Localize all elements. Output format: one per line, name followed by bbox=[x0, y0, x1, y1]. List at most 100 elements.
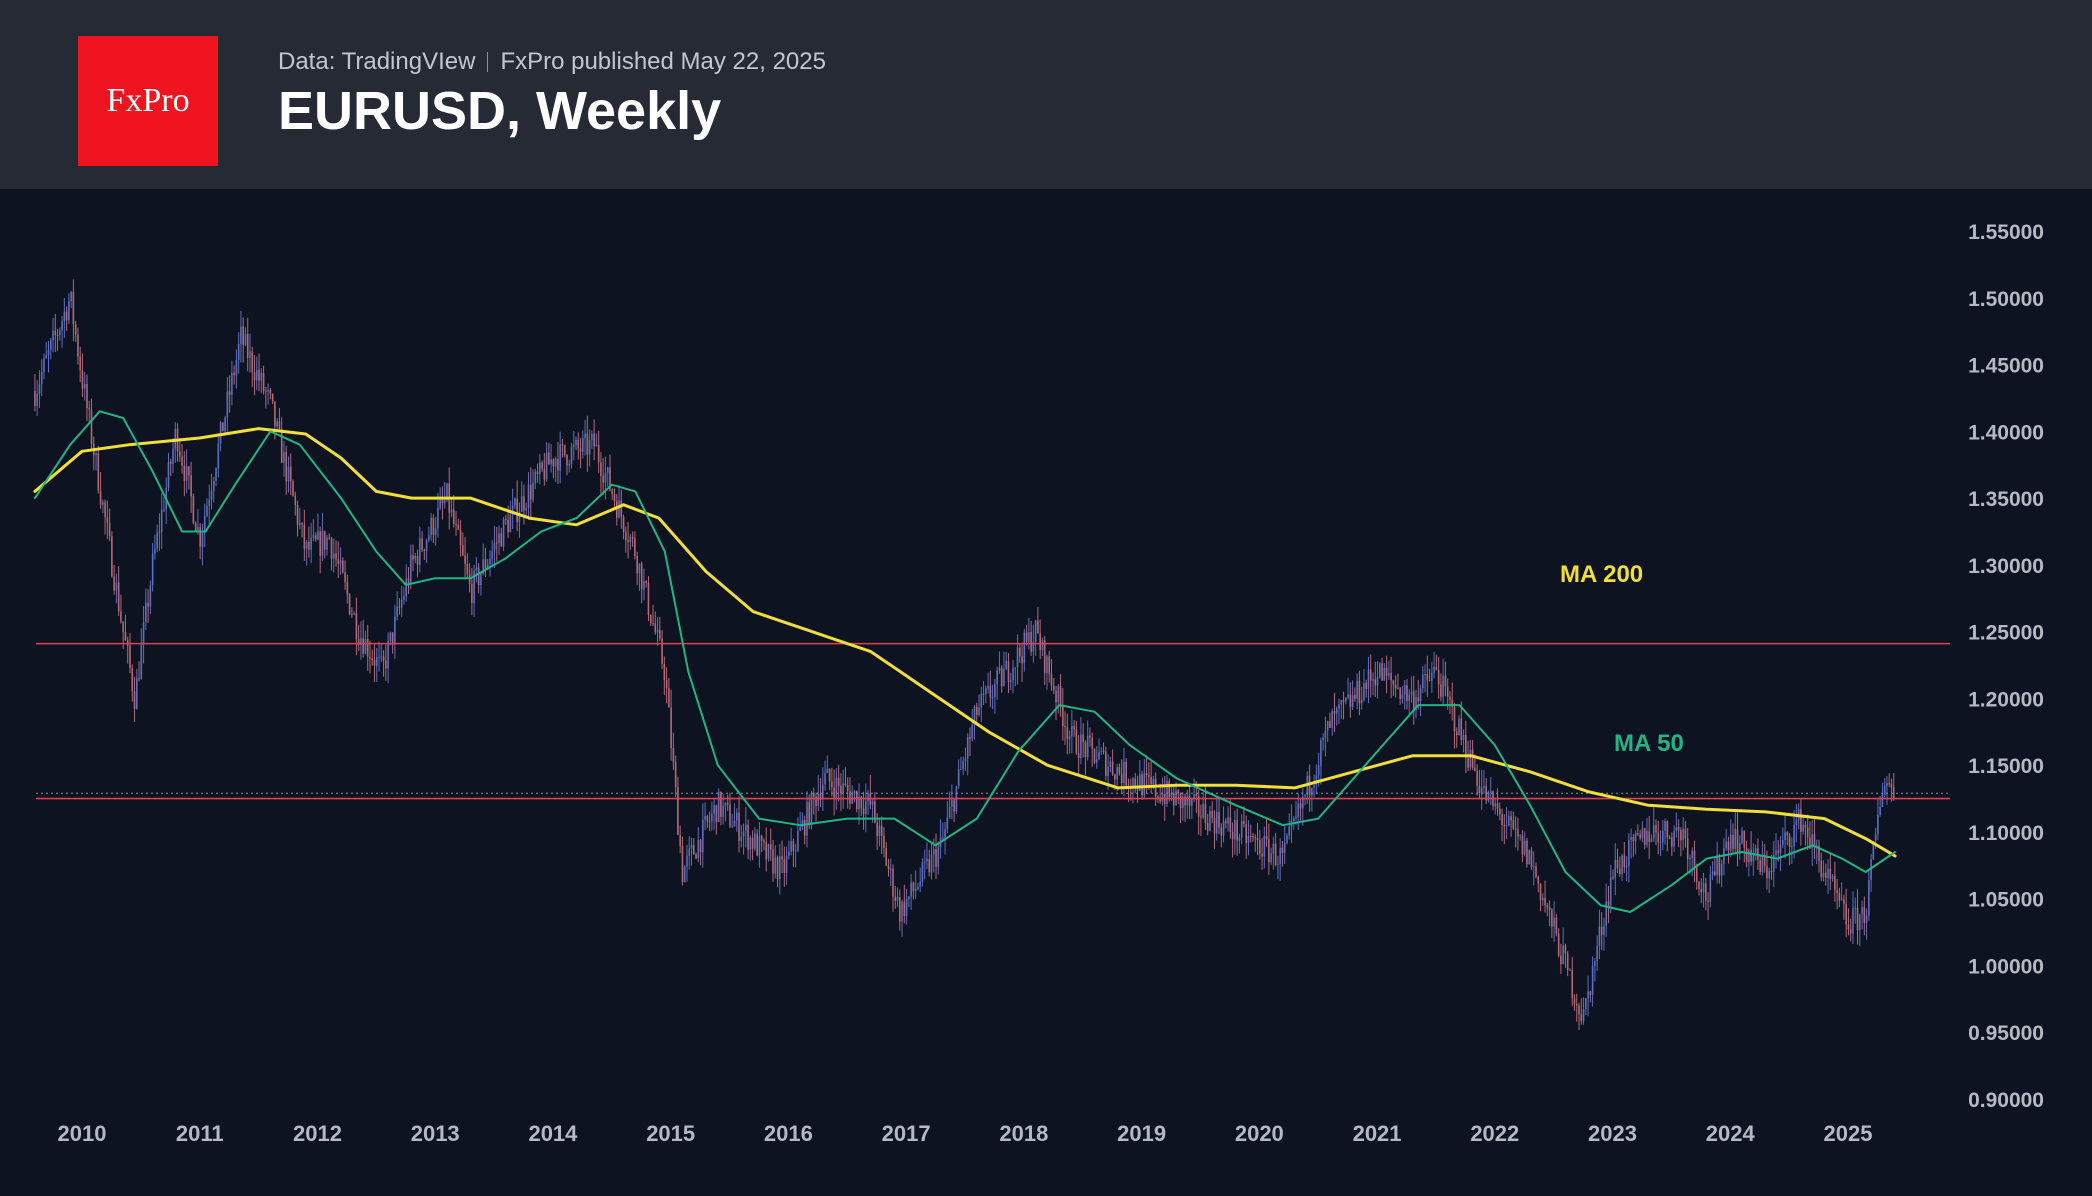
candle-body bbox=[1408, 694, 1411, 701]
candle-body bbox=[190, 475, 192, 497]
candle-body bbox=[1698, 881, 1700, 890]
candle-body bbox=[865, 801, 867, 815]
candle-body bbox=[1829, 868, 1832, 879]
candle-body bbox=[1605, 901, 1607, 926]
candle-body bbox=[595, 444, 598, 447]
candle-body bbox=[1632, 837, 1635, 842]
candle-body bbox=[1766, 865, 1768, 879]
candle-body bbox=[1512, 820, 1515, 829]
candle-body bbox=[568, 463, 571, 466]
candle-body bbox=[971, 724, 974, 739]
candle-body bbox=[34, 391, 36, 406]
candle-body bbox=[835, 777, 838, 799]
candle-body bbox=[360, 638, 362, 645]
candle-body bbox=[425, 540, 428, 552]
candle-body bbox=[880, 825, 883, 836]
candle-body bbox=[1849, 929, 1852, 934]
candle-body bbox=[529, 484, 532, 500]
candle-body bbox=[702, 819, 704, 853]
candle-body bbox=[1025, 632, 1028, 642]
y-tick-label: 1.55000 bbox=[1968, 221, 2044, 244]
candle-body bbox=[1600, 926, 1603, 935]
candle-body bbox=[477, 567, 480, 586]
candle-body bbox=[455, 524, 457, 526]
candle-body bbox=[1745, 847, 1748, 862]
candle-body bbox=[1369, 669, 1372, 681]
candle-body bbox=[951, 800, 953, 807]
candle-body bbox=[489, 558, 491, 565]
candle-body bbox=[1390, 673, 1392, 681]
candle-body bbox=[1068, 736, 1071, 740]
candle-body bbox=[366, 638, 369, 657]
candle-body bbox=[269, 390, 272, 394]
candle-body bbox=[1302, 796, 1304, 809]
candle-body bbox=[1093, 748, 1096, 763]
candle-body bbox=[1188, 795, 1191, 806]
candle-body bbox=[674, 762, 677, 788]
candle-body bbox=[1437, 669, 1440, 685]
candle-body bbox=[1623, 855, 1626, 868]
x-tick-label: 2016 bbox=[764, 1121, 813, 1146]
candle-body bbox=[1005, 661, 1008, 670]
candle-body bbox=[1671, 837, 1673, 847]
ma50-line bbox=[33, 410, 1897, 913]
candle-body bbox=[289, 466, 292, 482]
candle-body bbox=[305, 542, 308, 549]
candle-body bbox=[1424, 674, 1426, 676]
candle-body bbox=[1720, 863, 1723, 876]
candle-body bbox=[505, 519, 507, 521]
candle-body bbox=[849, 791, 851, 804]
x-axis: 2010 2011 2012 2013 2014 2015 2016 2017 2018 2019… bbox=[58, 1121, 1873, 1146]
candle-body bbox=[357, 639, 360, 645]
candle-body bbox=[208, 499, 211, 506]
candle-body bbox=[794, 850, 797, 852]
candle-body bbox=[636, 555, 638, 574]
candle-body bbox=[1641, 828, 1644, 839]
candle-body bbox=[1098, 751, 1100, 760]
candle-body bbox=[1317, 765, 1320, 776]
candle-body bbox=[1141, 774, 1143, 796]
y-tick-label: 1.30000 bbox=[1968, 555, 2044, 578]
candle-body bbox=[647, 582, 650, 615]
candle-body bbox=[308, 542, 310, 550]
candle-body bbox=[1299, 803, 1302, 809]
candle-body bbox=[439, 500, 441, 508]
candle-body bbox=[1401, 694, 1404, 699]
candle-body bbox=[1182, 796, 1184, 809]
candle-body bbox=[831, 781, 833, 788]
candle-body bbox=[600, 462, 602, 476]
candle-body bbox=[183, 465, 186, 481]
candle-body bbox=[1206, 822, 1209, 831]
candle-body bbox=[1872, 841, 1875, 860]
candle-body bbox=[131, 668, 134, 692]
candle-body bbox=[548, 452, 550, 465]
candle-body bbox=[1478, 786, 1481, 794]
candle-body bbox=[738, 812, 740, 841]
candle-body bbox=[1455, 731, 1458, 736]
candle-body bbox=[1422, 674, 1424, 689]
candle-body bbox=[1800, 809, 1802, 832]
candle-body bbox=[679, 834, 681, 846]
candle-body bbox=[194, 522, 197, 532]
candle-body bbox=[570, 447, 573, 464]
candle-body bbox=[83, 383, 86, 389]
candle-body bbox=[704, 816, 706, 820]
candle-body bbox=[948, 806, 951, 818]
candle-body bbox=[140, 644, 143, 680]
candle-body bbox=[49, 340, 52, 350]
candle-body bbox=[1052, 685, 1055, 691]
candle-body bbox=[826, 769, 829, 774]
candle-body bbox=[960, 768, 962, 770]
candle-body bbox=[550, 459, 552, 465]
candle-body bbox=[1806, 827, 1809, 838]
candle-body bbox=[493, 542, 496, 551]
candle-body bbox=[135, 678, 138, 709]
candle-body bbox=[699, 839, 702, 853]
candle-body bbox=[210, 491, 213, 500]
candle-body bbox=[299, 523, 301, 525]
candle-body bbox=[423, 549, 426, 552]
candle-body bbox=[1471, 749, 1474, 768]
candle-body bbox=[722, 805, 724, 817]
candle-body bbox=[47, 349, 50, 356]
candle-body bbox=[1311, 787, 1313, 796]
